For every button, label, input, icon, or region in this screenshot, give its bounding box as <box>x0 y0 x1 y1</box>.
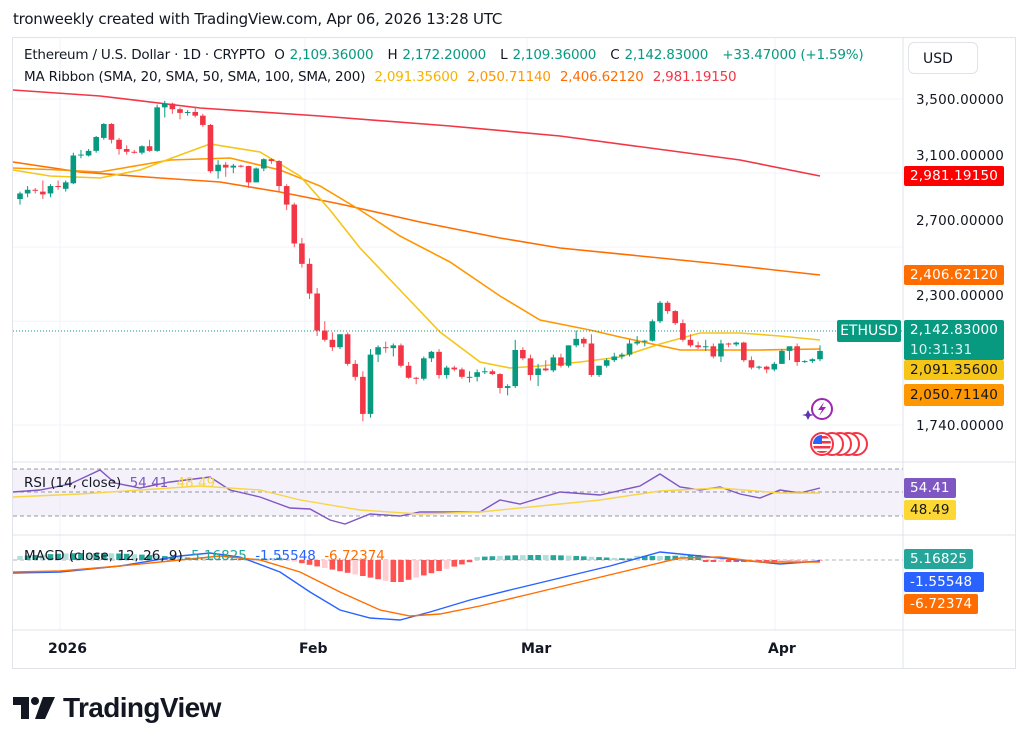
macd-line-value: -1.55548 <box>255 548 316 564</box>
rsi-ma-tag: 48.49 <box>904 500 956 520</box>
macd-title[interactable]: MACD (close, 12, 26, 9) <box>24 548 183 564</box>
ma-ribbon-legend: MA Ribbon (SMA, 20, SMA, 50, SMA, 100, S… <box>24 69 741 85</box>
symbol-legend: Ethereum / U.S. Dollar · 1D · CRYPTO O 2,… <box>24 47 868 63</box>
rsi-legend: RSI (14, close) 54.41 48.49 <box>24 475 215 491</box>
price-tick: 2,300.00000 <box>916 288 1005 304</box>
sma20-value: 2,091.35600 <box>374 69 459 85</box>
rsi-title[interactable]: RSI (14, close) <box>24 475 122 491</box>
symbol-title[interactable]: Ethereum / U.S. Dollar · 1D · CRYPTO <box>24 47 266 63</box>
sma200-value: 2,981.19150 <box>652 69 737 85</box>
last-price-tag: 2,142.83000 10:31:31 <box>904 320 1005 360</box>
ohlc-open: O 2,109.36000 <box>274 47 374 63</box>
symbol-tag: ETHUSD <box>837 320 901 342</box>
x-tick-mar: Mar <box>521 641 552 657</box>
sma50-price-tag: 2,050.71140 <box>904 384 1005 406</box>
bar-countdown: 10:31:31 <box>910 342 973 358</box>
price-tick: 3,500.00000 <box>916 92 1005 108</box>
last-price: 2,142.83000 <box>910 322 999 338</box>
price-tick: 1,740.00000 <box>916 418 1005 434</box>
ma-ribbon-title[interactable]: MA Ribbon (SMA, 20, SMA, 50, SMA, 100, S… <box>24 69 366 85</box>
sma20-price-tag: 2,091.35600 <box>904 360 1005 380</box>
rsi-value: 54.41 <box>129 475 169 491</box>
price-tick: 2,700.00000 <box>916 213 1005 229</box>
ohlc-close: C 2,142.83000 <box>610 47 709 63</box>
sma200-price-tag: 2,981.19150 <box>904 166 1005 186</box>
macd-histogram-value: 5.16825 <box>191 548 247 564</box>
macd-histogram-tag: 5.16825 <box>904 549 974 569</box>
ohlc-high: H 2,172.20000 <box>387 47 487 63</box>
price-tick: 3,100.00000 <box>916 148 1005 164</box>
rsi-ma-value: 48.49 <box>176 475 216 491</box>
sma50-value: 2,050.71140 <box>467 69 551 85</box>
economic-events-icon[interactable] <box>806 429 870 463</box>
tradingview-logo[interactable]: TradingView <box>13 692 221 724</box>
tradingview-wordmark: TradingView <box>63 692 221 723</box>
price-change: +33.47000 (+1.59%) <box>722 47 864 63</box>
x-tick-apr: Apr <box>768 641 796 657</box>
ohlc-low: L 2,109.36000 <box>500 47 597 63</box>
macd-legend: MACD (close, 12, 26, 9) 5.16825 -1.55548… <box>24 548 385 564</box>
currency-button[interactable]: USD <box>908 42 978 74</box>
chart-credit: tronweekly created with TradingView.com,… <box>13 10 503 28</box>
sma100-value: 2,406.62120 <box>559 69 644 85</box>
ai-event-icon[interactable] <box>800 396 840 426</box>
tradingview-logo-icon <box>13 697 55 719</box>
rsi-value-tag: 54.41 <box>904 478 956 498</box>
macd-signal-tag: -6.72374 <box>904 594 979 614</box>
x-tick-2026: 2026 <box>48 641 87 657</box>
x-tick-feb: Feb <box>299 641 328 657</box>
macd-signal-value: -6.72374 <box>324 548 385 564</box>
macd-line-tag: -1.55548 <box>904 572 984 592</box>
sma100-price-tag: 2,406.62120 <box>904 265 1005 285</box>
